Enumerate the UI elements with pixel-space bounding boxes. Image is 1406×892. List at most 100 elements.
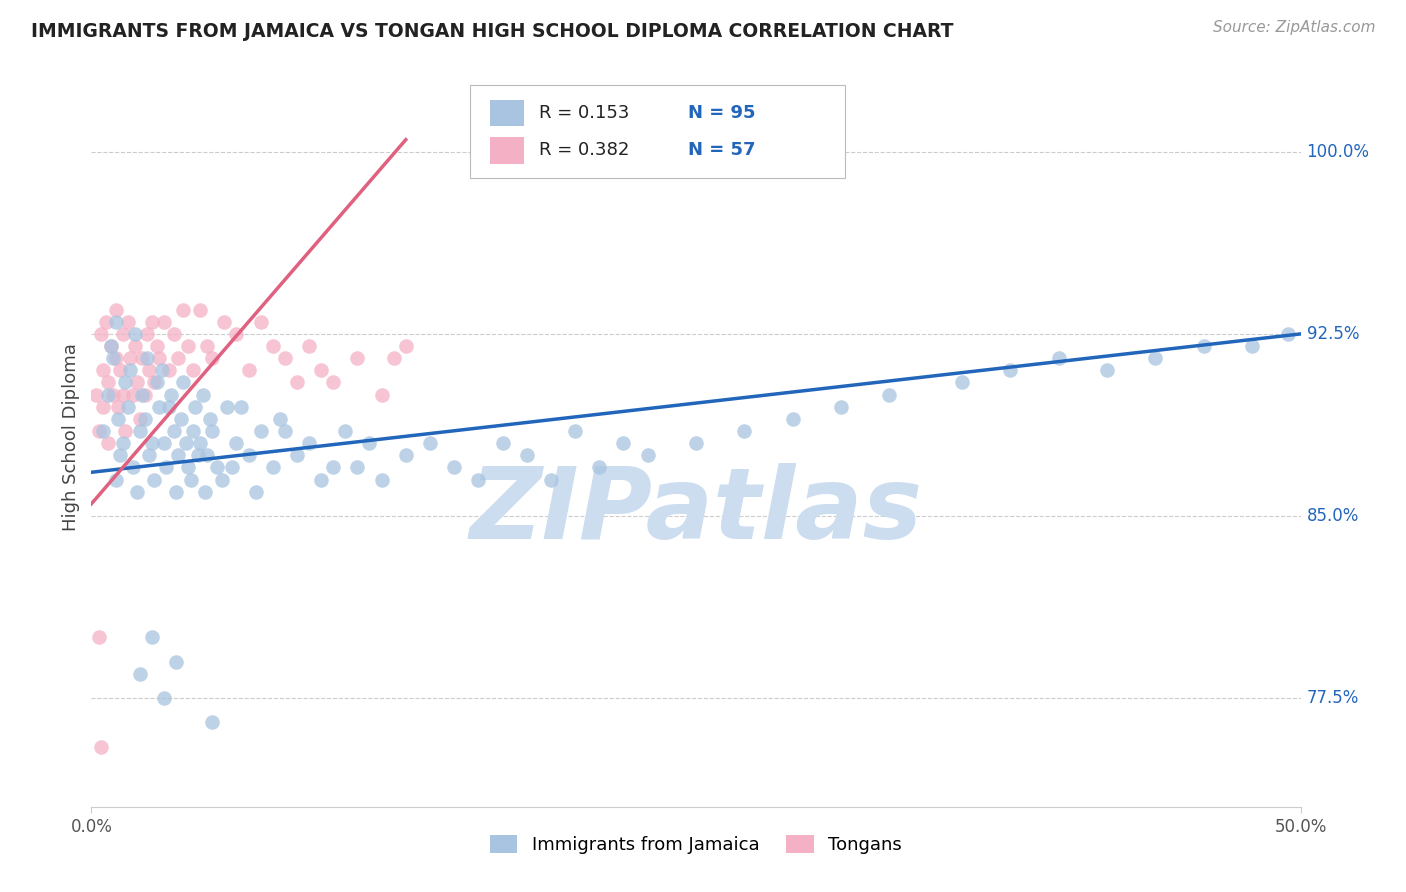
Point: [162, 326, 184, 341]
Text: N = 57: N = 57: [688, 142, 755, 160]
Point: [110, 448, 132, 462]
Point: [143, 473, 166, 487]
Point: [395, 339, 418, 353]
Point: [131, 351, 153, 366]
Point: [127, 484, 149, 499]
Point: [93, 363, 115, 377]
Point: [160, 387, 183, 401]
Point: [153, 315, 176, 329]
Point: [124, 326, 146, 341]
Point: [90, 739, 112, 754]
Point: [104, 473, 127, 487]
Point: [124, 339, 146, 353]
Point: [143, 376, 166, 390]
Point: [134, 387, 156, 401]
Point: [150, 363, 173, 377]
Point: [177, 339, 200, 353]
Point: [298, 436, 321, 450]
Point: [100, 339, 122, 353]
Point: [117, 400, 139, 414]
Text: R = 0.382: R = 0.382: [538, 142, 628, 160]
Point: [120, 351, 142, 366]
Point: [172, 302, 194, 317]
Point: [370, 387, 392, 401]
Point: [359, 436, 381, 450]
Point: [187, 448, 209, 462]
Point: [138, 448, 160, 462]
Point: [1144, 351, 1167, 366]
Point: [100, 339, 122, 353]
Point: [111, 436, 134, 450]
Point: [782, 412, 804, 426]
Point: [238, 363, 260, 377]
Point: [588, 460, 610, 475]
Point: [170, 412, 193, 426]
Point: [104, 302, 127, 317]
Point: [97, 376, 120, 390]
Point: [153, 436, 176, 450]
Point: [298, 339, 321, 353]
Point: [145, 376, 167, 390]
Point: [346, 351, 368, 366]
Point: [148, 351, 170, 366]
Point: [114, 376, 136, 390]
Point: [335, 424, 357, 438]
Point: [167, 351, 190, 366]
Point: [197, 448, 219, 462]
Point: [174, 436, 197, 450]
Point: [269, 412, 291, 426]
Legend: Immigrants from Jamaica, Tongans: Immigrants from Jamaica, Tongans: [484, 828, 908, 861]
Point: [157, 400, 180, 414]
Point: [191, 387, 214, 401]
Point: [117, 315, 139, 329]
Y-axis label: High School Diploma: High School Diploma: [62, 343, 80, 531]
Text: 92.5%: 92.5%: [1306, 325, 1360, 343]
Point: [101, 351, 124, 366]
Point: [181, 363, 204, 377]
Point: [87, 424, 110, 438]
Point: [309, 363, 332, 377]
Point: [309, 473, 332, 487]
Point: [245, 484, 267, 499]
Point: [215, 400, 238, 414]
Point: [262, 339, 284, 353]
Point: [121, 460, 143, 475]
Point: [467, 473, 489, 487]
Point: [93, 424, 115, 438]
Point: [231, 400, 253, 414]
Point: [733, 424, 755, 438]
Point: [104, 315, 127, 329]
Point: [167, 448, 190, 462]
Point: [153, 691, 176, 706]
Text: 77.5%: 77.5%: [1306, 689, 1360, 707]
Point: [138, 363, 160, 377]
Point: [419, 436, 441, 450]
Text: Source: ZipAtlas.com: Source: ZipAtlas.com: [1212, 20, 1375, 35]
Point: [214, 315, 236, 329]
Point: [443, 460, 465, 475]
Point: [114, 424, 136, 438]
Point: [184, 400, 207, 414]
Point: [322, 460, 344, 475]
Point: [148, 400, 170, 414]
Point: [221, 460, 243, 475]
Point: [1241, 339, 1264, 353]
FancyBboxPatch shape: [470, 86, 845, 178]
Point: [97, 387, 120, 401]
Point: [136, 326, 159, 341]
Point: [111, 326, 134, 341]
Point: [127, 376, 149, 390]
Point: [1192, 339, 1215, 353]
Point: [90, 326, 112, 341]
Point: [491, 436, 513, 450]
Point: [162, 424, 184, 438]
Point: [685, 436, 707, 450]
Point: [322, 376, 344, 390]
Point: [540, 473, 562, 487]
Point: [165, 484, 187, 499]
Point: [172, 376, 194, 390]
Point: [111, 387, 134, 401]
Point: [157, 363, 180, 377]
Point: [1047, 351, 1070, 366]
Point: [94, 315, 117, 329]
